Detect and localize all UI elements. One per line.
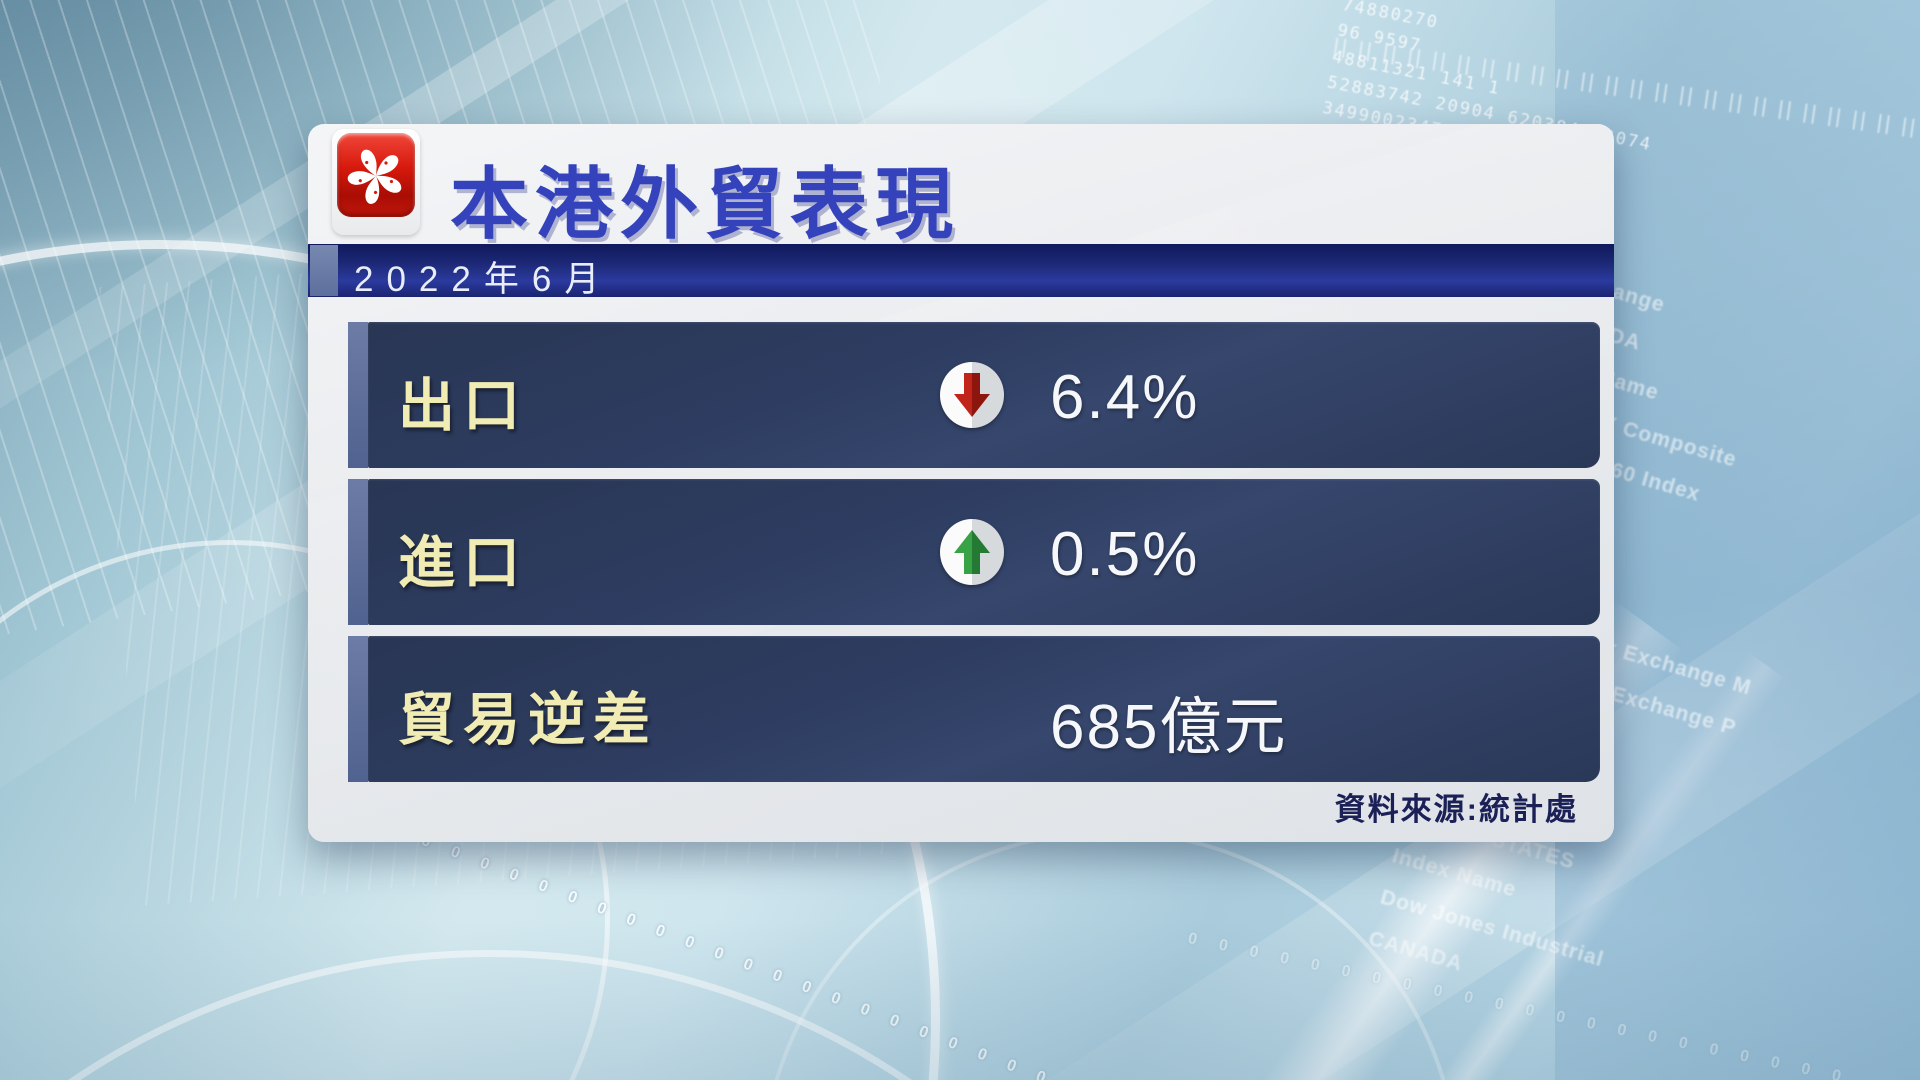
trade-performance-panel: 本港外貿表現 2022年6月 出口 6.4%	[308, 124, 1614, 842]
row-value: 0.5%	[1050, 520, 1200, 589]
period-bar: 2022年6月	[308, 244, 1614, 299]
row-label: 進口	[398, 531, 528, 595]
page-title: 本港外貿表現	[450, 160, 961, 248]
row-cap	[348, 479, 368, 625]
row-cap	[348, 322, 368, 468]
table-row-imports: 進口 0.5%	[348, 479, 1600, 625]
data-source-label: 資料來源:統計處	[1334, 792, 1578, 827]
row-value: 6.4%	[1050, 363, 1200, 432]
hk-flag-icon	[337, 133, 415, 217]
row-label: 貿易逆差	[398, 688, 658, 752]
table-row-exports: 出口 6.4%	[348, 322, 1600, 468]
row-label: 出口	[398, 374, 528, 438]
arrow-up-icon	[940, 519, 1004, 585]
background-data-wall	[1555, 0, 1920, 1080]
row-body: 貿易逆差 685億元	[368, 636, 1600, 782]
row-body: 進口 0.5%	[368, 479, 1600, 625]
arrow-down-icon	[940, 362, 1004, 428]
row-cap	[348, 636, 368, 782]
period-label: 2022年6月	[354, 260, 613, 299]
background-bottom-shade	[0, 920, 1920, 1080]
row-value: 685億元	[1050, 693, 1288, 762]
row-body: 出口 6.4%	[368, 322, 1600, 468]
hk-flag-tile	[332, 129, 420, 235]
table-row-trade-deficit: 貿易逆差 685億元	[348, 636, 1600, 782]
period-bar-cap	[310, 245, 338, 296]
